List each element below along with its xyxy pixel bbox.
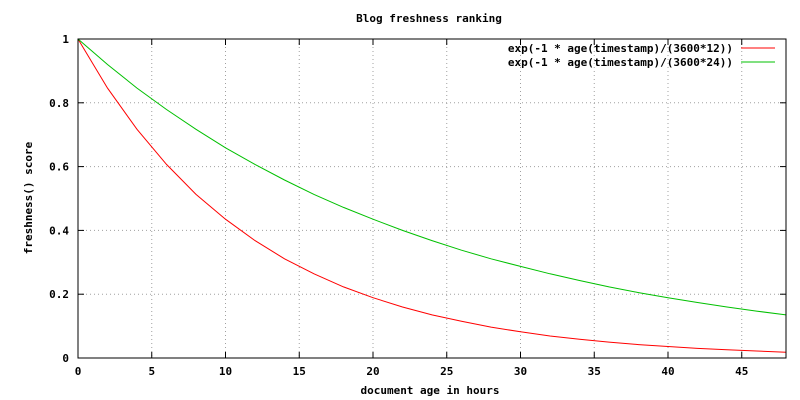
legend: exp(-1 * age(timestamp)/(3600*12))exp(-1…: [508, 42, 775, 69]
series-line-2: [77, 38, 787, 316]
x-tick-label: 5: [148, 365, 155, 378]
x-tick-label: 35: [588, 365, 601, 378]
x-tick-label: 0: [75, 365, 82, 378]
x-tick-label: 30: [514, 365, 527, 378]
x-tick-label: 10: [219, 365, 232, 378]
y-tick-label: 0.2: [49, 288, 69, 301]
plot-area: [77, 38, 787, 359]
y-tick-label: 1: [62, 33, 69, 46]
x-tick-label: 45: [735, 365, 748, 378]
y-tick-label: 0.8: [49, 97, 69, 110]
x-tick-label: 15: [293, 365, 306, 378]
axis-ticks: 0 5 10 15 20 25 30 35 40 45 0 0.2 0.4 0.6 0.8 1: [49, 33, 786, 378]
x-axis-label: document age in hours: [360, 384, 499, 397]
y-tick-label: 0.4: [49, 224, 69, 237]
legend-label-1: exp(-1 * age(timestamp)/(3600*12)): [508, 42, 733, 55]
grid: [78, 39, 786, 358]
y-tick-label: 0.6: [49, 161, 69, 174]
series-line-1: [77, 38, 787, 353]
y-axis-label: freshness() score: [22, 141, 35, 254]
x-tick-label: 40: [661, 365, 674, 378]
chart-title: Blog freshness ranking: [356, 12, 502, 25]
y-tick-label: 0: [62, 352, 69, 365]
legend-label-2: exp(-1 * age(timestamp)/(3600*24)): [508, 56, 733, 69]
x-tick-label: 25: [440, 365, 453, 378]
series-group: [77, 38, 787, 353]
x-tick-label: 20: [366, 365, 379, 378]
